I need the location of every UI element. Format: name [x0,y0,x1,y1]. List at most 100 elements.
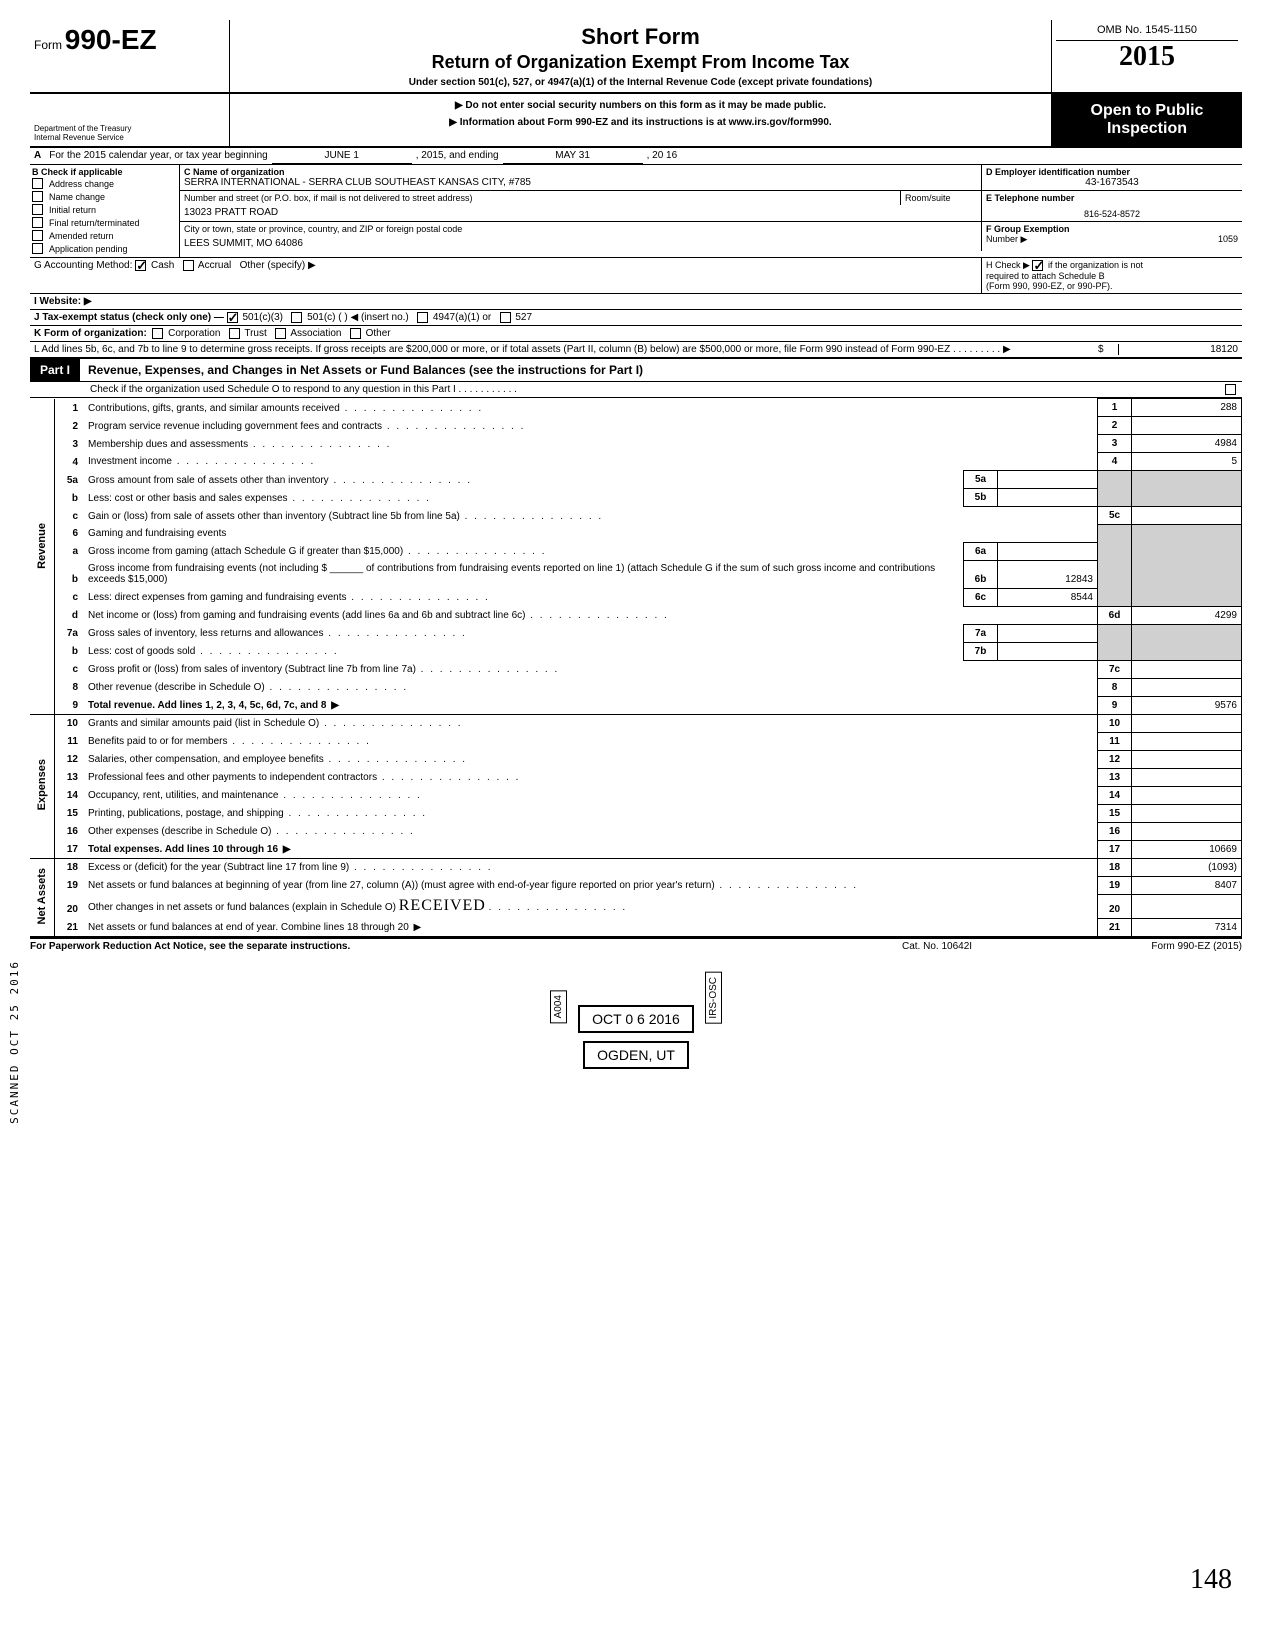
stamp-ogden: OGDEN, UT [583,1041,689,1069]
ln-16-rn: 16 [1098,822,1132,840]
ln-5b-desc: Less: cost or other basis and sales expe… [84,489,964,507]
ln-11-rn: 11 [1098,732,1132,750]
E-label: E Telephone number [986,193,1238,203]
ln-17-desc: Total expenses. Add lines 10 through 16 [84,840,1098,858]
ln-7c-rn: 7c [1098,660,1132,678]
ln-2-val [1132,417,1242,435]
city-label: City or town, state or province, country… [180,222,981,236]
row-GH: G Accounting Method: Cash Accrual Other … [30,258,1242,294]
chk-cash[interactable] [135,260,146,271]
lbl-trust: Trust [244,328,266,339]
form-number: 990-EZ [65,24,157,55]
C-label: C Name of organization [184,167,977,177]
ln-6d-desc: Net income or (loss) from gaming and fun… [84,606,1098,624]
ln-2-desc: Program service revenue including govern… [84,417,1098,435]
chk-corp[interactable] [152,328,163,339]
ln-13-desc: Professional fees and other payments to … [84,768,1098,786]
footer-left: For Paperwork Reduction Act Notice, see … [30,941,902,952]
chk-H[interactable] [1032,260,1043,271]
ln-1-val: 288 [1132,399,1242,417]
ln-6-desc: Gaming and fundraising events [84,525,1098,543]
rowA-end: MAY 31 [503,148,643,164]
grey-7v [1132,624,1242,660]
ln-12-num: 12 [54,750,84,768]
chk-assoc[interactable] [275,328,286,339]
lbl-other-method: Other (specify) ▶ [240,260,316,271]
ln-18-rn: 18 [1098,858,1132,876]
room-label: Room/suite [901,191,981,205]
rowA-text: For the 2015 calendar year, or tax year … [45,148,271,164]
chk-accrual[interactable] [183,260,194,271]
ln-6d-num: d [54,606,84,624]
grey-6 [1098,525,1132,607]
chk-final-return[interactable] [32,217,43,228]
chk-app-pending[interactable] [32,243,43,254]
chk-other-org[interactable] [350,328,361,339]
lbl-501c3: 501(c)(3) [242,312,283,323]
chk-schedule-O[interactable] [1225,384,1236,395]
H-text1: H Check ▶ [986,260,1030,270]
lbl-accrual: Accrual [198,260,231,271]
ln-16-val [1132,822,1242,840]
rowA-mid: , 2015, and ending [412,148,503,164]
lbl-initial-return: Initial return [49,205,96,215]
ln-1-num: 1 [54,399,84,417]
ln-7c-desc: Gross profit or (loss) from sales of inv… [84,660,1098,678]
ln-5b-mv [998,489,1098,507]
rowA-yr: , 20 16 [643,148,682,164]
chk-4947[interactable] [417,312,428,323]
ln-6b-d1: Gross income from fundraising events (no… [88,563,327,574]
ln-6c-mv: 8544 [998,588,1098,606]
ln-20-desc: Other changes in net assets or fund bala… [84,894,1098,918]
ln-15-desc: Printing, publications, postage, and shi… [84,804,1098,822]
lbl-cash: Cash [151,260,174,271]
title-main: Return of Organization Exempt From Incom… [238,52,1043,73]
ln-7b-mn: 7b [964,642,998,660]
footer-cat: Cat. No. 10642I [902,941,1062,952]
G-label: G Accounting Method: [34,260,132,271]
ln-6d-val: 4299 [1132,606,1242,624]
ln-8-rn: 8 [1098,678,1132,696]
ln-17-val: 10669 [1132,840,1242,858]
scanned-stamp: SCANNED OCT 25 2016 [8,960,21,1124]
chk-name-change[interactable] [32,191,43,202]
chk-trust[interactable] [229,328,240,339]
ln-6b-num: b [54,560,84,588]
chk-501c3[interactable] [227,312,238,323]
ln-5a-desc: Gross amount from sale of assets other t… [84,471,964,489]
ln-11-num: 11 [54,732,84,750]
ln-6b-mn: 6b [964,560,998,588]
chk-amended[interactable] [32,230,43,241]
ln-8-desc: Other revenue (describe in Schedule O) [84,678,1098,696]
ln-6b-desc: Gross income from fundraising events (no… [84,560,964,588]
lbl-corp: Corporation [168,328,220,339]
stamp-date: OCT 0 6 2016 [578,1005,694,1033]
ln-7a-mn: 7a [964,624,998,642]
ln-4-num: 4 [54,453,84,471]
addr-label: Number and street (or P.O. box, if mail … [180,191,901,205]
ln-5b-num: b [54,489,84,507]
dept-irs: Internal Revenue Service [34,133,225,142]
K-label: K Form of organization: [34,328,147,339]
ln-6a-mv [998,542,1098,560]
chk-527[interactable] [500,312,511,323]
form-prefix: Form [34,38,62,52]
chk-address-change[interactable] [32,178,43,189]
grey-5v [1132,471,1242,507]
ein-value: 43-1673543 [986,177,1238,188]
lbl-name-change: Name change [49,192,105,202]
chk-initial-return[interactable] [32,204,43,215]
ln-5a-num: 5a [54,471,84,489]
chk-501c[interactable] [291,312,302,323]
ln-14-val [1132,786,1242,804]
handwritten-number: 148 [1190,1564,1232,1596]
ln-5c-desc: Gain or (loss) from sale of assets other… [84,507,1098,525]
ln-12-val [1132,750,1242,768]
header-row-2: Department of the Treasury Internal Reve… [30,94,1242,148]
ln-12-desc: Salaries, other compensation, and employ… [84,750,1098,768]
ln-11-desc: Benefits paid to or for members [84,732,1098,750]
ln-21-num: 21 [54,918,84,936]
ln-6c-desc: Less: direct expenses from gaming and fu… [84,588,964,606]
ln-13-val [1132,768,1242,786]
ln-10-val [1132,714,1242,732]
